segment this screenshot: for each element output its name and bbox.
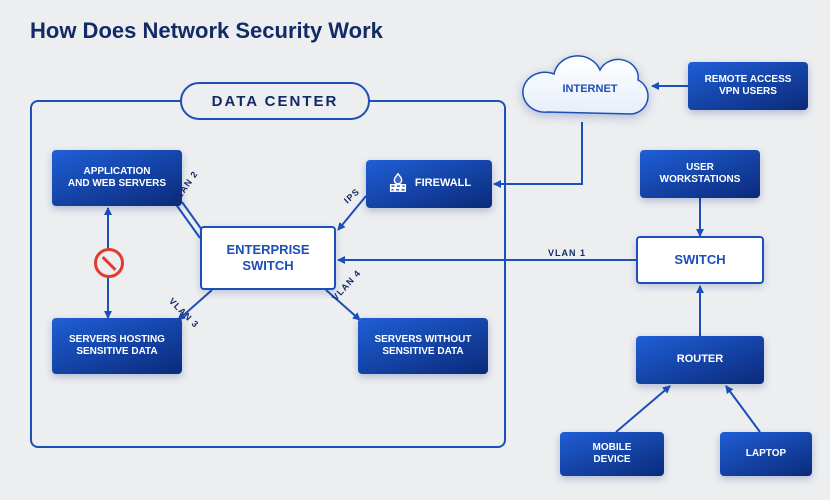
node-workstations: USERWORKSTATIONS [640, 150, 760, 198]
node-nonsensitive-servers: SERVERS WITHOUTSENSITIVE DATA [358, 318, 488, 374]
datacenter-label: DATA CENTER [212, 93, 339, 110]
edge-label-switchR-to-ent: VLAN 1 [548, 248, 586, 258]
node-switch: SWITCH [636, 236, 764, 284]
edge-laptop-to-router [726, 386, 760, 432]
node-laptop: LAPTOP [720, 432, 812, 476]
node-firewall: FIREWALL [366, 160, 492, 208]
node-sensitive-servers: SERVERS HOSTINGSENSITIVE DATA [52, 318, 182, 374]
node-enterprise-switch: ENTERPRISESWITCH [200, 226, 336, 290]
node-router: ROUTER [636, 336, 764, 384]
prohibit-icon [94, 248, 124, 278]
node-mobile-device: MOBILEDEVICE [560, 432, 664, 476]
node-remote-vpn: REMOTE ACCESSVPN USERS [688, 62, 808, 110]
datacenter-label-pill: DATA CENTER [180, 82, 370, 120]
node-internet-label: INTERNET [530, 58, 650, 122]
node-app-servers: APPLICATIONAND WEB SERVERS [52, 150, 182, 206]
firewall-icon [387, 171, 409, 198]
edge-mobile-to-router [616, 386, 670, 432]
edge-internet-to-firewall [494, 122, 582, 184]
diagram-title: How Does Network Security Work [30, 18, 383, 44]
